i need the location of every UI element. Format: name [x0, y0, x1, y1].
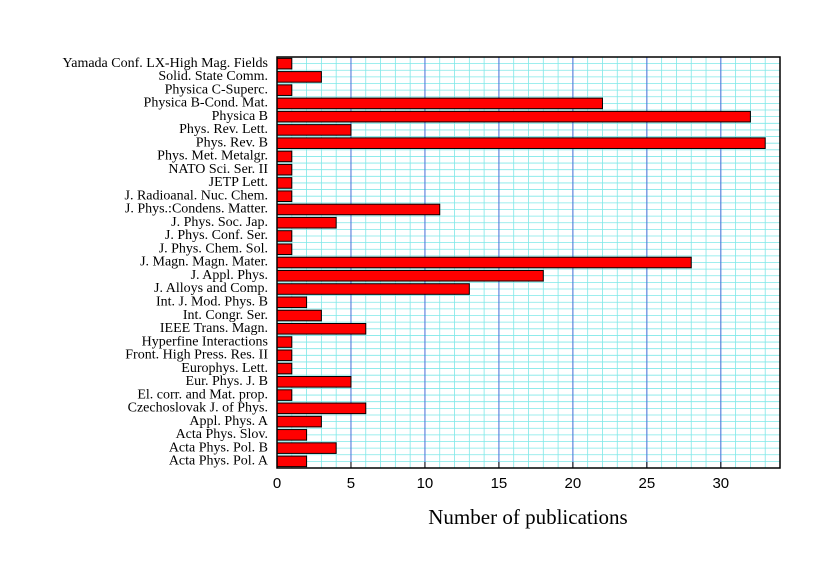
bar: [276, 309, 322, 322]
bar: [276, 203, 441, 216]
y-tick-label: J. Appl. Phys.: [191, 268, 268, 283]
plot-frame: [276, 56, 781, 469]
bar: [276, 256, 692, 269]
y-tick-label: Phys. Rev. B: [196, 135, 268, 150]
bar: [276, 177, 293, 189]
y-tick-label: J. Phys. Conf. Ser.: [165, 228, 268, 243]
bar: [276, 216, 337, 229]
x-tick-label: 5: [347, 475, 355, 492]
y-tick-label: Phys. Met. Metalgr.: [157, 149, 268, 164]
bar: [276, 455, 308, 468]
x-tick-label: 20: [565, 475, 582, 492]
x-axis-title: Number of publications: [428, 505, 627, 529]
y-tick-label: J. Radioanal. Nuc. Chem.: [125, 188, 268, 203]
y-tick-label: Appl. Phys. A: [189, 414, 268, 429]
bar: [276, 429, 308, 441]
y-tick-label: Acta Phys. Pol. B: [169, 440, 268, 455]
bar: [276, 57, 293, 70]
bar: [276, 322, 367, 335]
bar: [276, 296, 308, 309]
y-tick-label: Physica B: [212, 109, 268, 124]
y-tick-label: Physica C-Superc.: [165, 82, 268, 97]
bar: [276, 163, 293, 176]
x-tick-label: 10: [417, 475, 434, 492]
bar: [276, 124, 352, 136]
bar: [276, 349, 293, 362]
bar: [276, 230, 293, 242]
bar: [276, 362, 293, 375]
y-tick-label: Yamada Conf. LX-High Mag. Fields: [63, 56, 268, 71]
y-tick-label: NATO Sci. Ser. II: [168, 162, 268, 177]
y-tick-label: Eur. Phys. J. B: [186, 374, 268, 389]
y-tick-label: Int. Congr. Ser.: [183, 308, 268, 323]
bar: [276, 389, 293, 401]
y-tick-label: IEEE Trans. Magn.: [160, 321, 268, 336]
y-tick-label: Front. High Press. Res. II: [125, 348, 268, 363]
bar: [276, 137, 766, 149]
y-tick-label: Czechoslovak J. of Phys.: [128, 401, 268, 416]
bar: [276, 336, 293, 348]
y-tick-label: Hyperfine Interactions: [142, 334, 268, 349]
y-tick-label: Acta Phys. Pol. A: [169, 454, 269, 469]
x-tick-label: 25: [639, 475, 656, 492]
bar: [276, 150, 293, 163]
y-tick-label: Europhys. Lett.: [181, 361, 268, 376]
y-tick-label: J. Phys. Chem. Sol.: [159, 241, 268, 256]
y-tick-label: Phys. Rev. Lett.: [179, 122, 268, 137]
x-tick-label: 0: [273, 475, 281, 492]
y-tick-label: Acta Phys. Slov.: [176, 427, 268, 442]
y-tick-label: J. Alloys and Comp.: [154, 281, 268, 296]
bar: [276, 97, 603, 110]
y-tick-label: El. corr. and Mat. prop.: [137, 387, 268, 402]
y-tick-label: JETP Lett.: [209, 175, 268, 190]
y-tick-label: Int. J. Mod. Phys. B: [156, 294, 268, 309]
bar: [276, 243, 293, 256]
bar: [276, 415, 322, 428]
x-tick-label: 15: [491, 475, 508, 492]
bar: [276, 402, 367, 415]
y-tick-label: Solid. State Comm.: [158, 69, 268, 84]
bar: [276, 269, 544, 282]
bar: [276, 110, 751, 123]
bar: [276, 190, 293, 203]
bar: [276, 283, 470, 295]
y-tick-label: Physica B-Cond. Mat.: [144, 96, 268, 111]
bar: [276, 71, 322, 83]
x-tick-label: 30: [712, 475, 729, 492]
bar: [276, 376, 352, 388]
y-tick-label: J. Phys.:Condens. Matter.: [125, 202, 268, 217]
y-tick-label: J. Magn. Magn. Mater.: [140, 255, 268, 270]
y-tick-label: J. Phys. Soc. Jap.: [171, 215, 268, 230]
bar: [276, 442, 337, 454]
bar: [276, 84, 293, 96]
